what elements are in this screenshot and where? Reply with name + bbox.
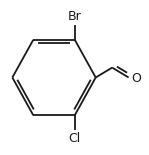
Text: Cl: Cl [69,131,81,144]
Text: Br: Br [68,10,82,23]
Text: O: O [131,72,141,85]
